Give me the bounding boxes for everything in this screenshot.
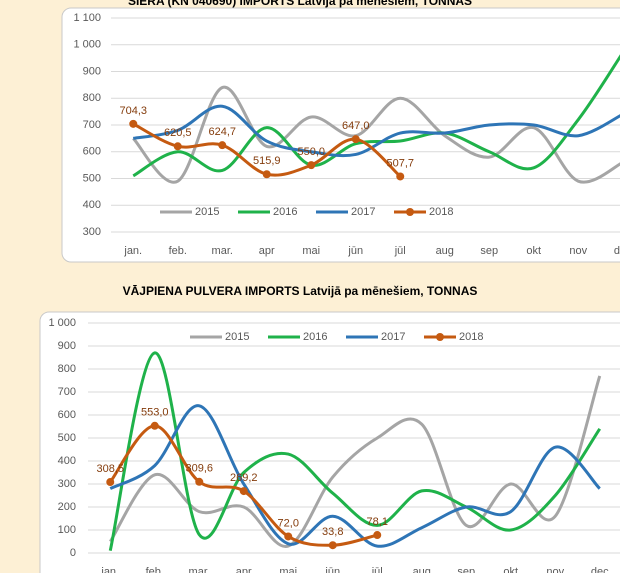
legend-label: 2016 <box>273 206 297 218</box>
x-tick-label: jan. <box>100 566 119 573</box>
marker <box>284 532 293 541</box>
data-label: 624,7 <box>208 126 236 138</box>
data-label: 515,9 <box>253 155 281 167</box>
legend-marker <box>406 208 414 216</box>
legend-label: 2015 <box>225 331 249 343</box>
x-tick-label: aug <box>436 245 454 257</box>
x-tick-label: okt <box>526 245 541 257</box>
marker <box>396 172 405 181</box>
x-tick-label: okt <box>503 566 518 573</box>
marker <box>373 531 382 540</box>
marker <box>328 541 337 550</box>
marker <box>106 478 115 487</box>
x-tick-label: apr <box>259 245 275 257</box>
y-tick-label: 1 100 <box>73 12 101 24</box>
data-label: 647,0 <box>342 120 370 132</box>
marker <box>173 142 182 151</box>
data-label: 553,0 <box>141 407 169 419</box>
marker <box>239 487 248 496</box>
series-line <box>109 404 601 548</box>
series-line <box>132 104 620 158</box>
y-tick-label: 900 <box>83 65 101 77</box>
y-tick-label: 700 <box>83 119 101 131</box>
y-tick-label: 900 <box>58 340 76 352</box>
y-tick-label: 600 <box>83 146 101 158</box>
y-tick-label: 600 <box>58 409 76 421</box>
legend-label: 2018 <box>429 206 453 218</box>
data-label: 620,5 <box>164 127 192 139</box>
marker <box>307 161 316 170</box>
y-tick-label: 300 <box>83 226 101 238</box>
y-tick-label: 100 <box>58 524 76 536</box>
series-line <box>108 375 602 548</box>
marker <box>262 170 271 179</box>
data-label: 33,8 <box>322 526 343 538</box>
marker <box>218 141 227 150</box>
chart-title: SIERA (KN 040690) IMPORTS Latvijā pa mēn… <box>128 0 472 8</box>
x-tick-label: aug <box>413 566 431 573</box>
marker <box>150 421 159 430</box>
x-tick-label: mai <box>302 245 320 257</box>
data-label: 72,0 <box>278 517 299 529</box>
x-tick-label: jan. <box>123 245 142 257</box>
y-tick-label: 500 <box>58 432 76 444</box>
legend-label: 2018 <box>459 331 483 343</box>
x-tick-label: dec <box>614 245 620 257</box>
series-line <box>132 54 620 178</box>
x-tick-label: dec <box>591 566 609 573</box>
x-tick-label: feb. <box>169 245 187 257</box>
marker <box>195 477 204 486</box>
x-tick-label: nov <box>546 566 564 573</box>
x-tick-label: jūl <box>394 245 406 257</box>
y-tick-label: 800 <box>83 92 101 104</box>
y-tick-label: 200 <box>58 501 76 513</box>
y-tick-label: 400 <box>58 455 76 467</box>
y-tick-label: 300 <box>58 478 76 490</box>
x-tick-label: feb. <box>146 566 164 573</box>
series-line <box>108 351 601 552</box>
data-label: 704,3 <box>119 105 147 117</box>
legend-label: 2016 <box>303 331 327 343</box>
series-line <box>132 86 620 184</box>
x-tick-label: jūn <box>347 245 363 257</box>
data-label: 550,0 <box>297 146 325 158</box>
x-tick-label: mai <box>279 566 297 573</box>
y-tick-label: 1 000 <box>73 39 101 51</box>
y-tick-label: 500 <box>83 172 101 184</box>
data-label: 309,6 <box>185 463 213 475</box>
legend-marker <box>436 333 444 341</box>
data-label: 308,5 <box>96 463 124 475</box>
marker <box>129 119 138 128</box>
x-tick-label: sep <box>457 566 475 573</box>
legend-label: 2017 <box>351 206 375 218</box>
legend-label: 2017 <box>381 331 405 343</box>
y-tick-label: 1 000 <box>48 317 76 329</box>
chart-frame <box>61 7 620 263</box>
x-tick-label: mar. <box>189 566 210 573</box>
marker <box>351 135 360 144</box>
y-tick-label: 0 <box>70 547 76 559</box>
y-tick-label: 800 <box>58 363 76 375</box>
chart-title: VĀJPIENA PULVERA IMPORTS Latvijā pa mēne… <box>123 284 478 298</box>
x-tick-label: sep <box>480 245 498 257</box>
x-tick-label: jūn <box>324 566 340 573</box>
y-tick-label: 400 <box>83 199 101 211</box>
x-tick-label: jūl <box>371 566 383 573</box>
y-tick-label: 700 <box>58 386 76 398</box>
data-label: 507,7 <box>386 157 414 169</box>
data-label: 269,2 <box>230 472 258 484</box>
x-tick-label: mar. <box>212 245 233 257</box>
x-tick-label: apr <box>236 566 252 573</box>
x-tick-label: nov <box>569 245 587 257</box>
legend-label: 2015 <box>195 206 219 218</box>
data-label: 78,1 <box>367 516 388 528</box>
